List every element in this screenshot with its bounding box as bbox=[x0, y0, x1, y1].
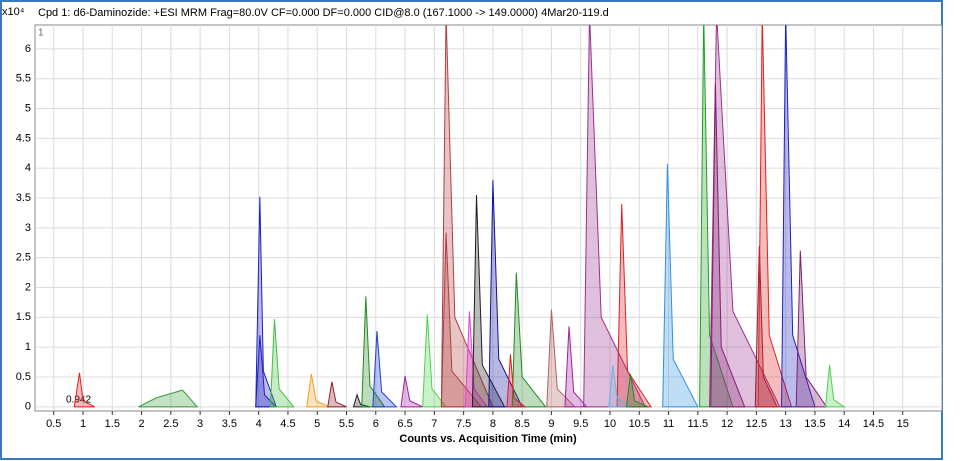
x-tick-label: 11.5 bbox=[688, 418, 709, 430]
peak bbox=[795, 250, 828, 408]
peak bbox=[422, 314, 448, 408]
x-tick-label: 7.5 bbox=[456, 418, 471, 430]
peak bbox=[662, 163, 699, 408]
x-tick-label: 14 bbox=[838, 418, 850, 430]
x-tick-label: 1.5 bbox=[105, 418, 120, 430]
y-tick-label: 4.5 bbox=[16, 132, 31, 144]
x-tick-label: 4.5 bbox=[280, 418, 295, 430]
peak bbox=[608, 365, 633, 408]
peak bbox=[400, 375, 423, 408]
trace-label: 1 bbox=[38, 28, 44, 39]
x-tick-label: 12.5 bbox=[746, 418, 767, 430]
peak bbox=[506, 354, 527, 408]
y-tick-label: 0.5 bbox=[16, 371, 31, 383]
chart-title: Cpd 1: d6-Daminozide: +ESI MRM Frag=80.0… bbox=[38, 7, 609, 19]
x-tick-label: 2.5 bbox=[163, 418, 178, 430]
x-tick-label: 13 bbox=[780, 418, 792, 430]
peak bbox=[327, 381, 347, 408]
y-tick-label: 3 bbox=[25, 222, 31, 234]
peak bbox=[372, 331, 398, 408]
y-unit-label: x10⁴ bbox=[2, 6, 25, 18]
y-tick-label: 2.5 bbox=[16, 252, 31, 264]
y-tick-label: 4 bbox=[25, 162, 31, 174]
y-tick-label: 1 bbox=[25, 341, 31, 353]
peak bbox=[757, 25, 793, 408]
x-tick-label: 14.5 bbox=[863, 418, 884, 430]
peak bbox=[73, 372, 95, 408]
x-tick-label: 0.5 bbox=[46, 418, 61, 430]
peak bbox=[564, 326, 588, 408]
y-tick-label: 6 bbox=[25, 43, 31, 55]
x-tick-label: 8 bbox=[490, 418, 496, 430]
peak bbox=[710, 83, 746, 408]
x-tick-label: 5 bbox=[314, 418, 320, 430]
x-tick-label: 4 bbox=[256, 418, 262, 430]
x-tick-label: 1 bbox=[80, 418, 86, 430]
x-tick-label: 9 bbox=[548, 418, 554, 430]
x-tick-label: 3 bbox=[197, 418, 203, 430]
peak bbox=[306, 373, 330, 408]
x-tick-label: 15 bbox=[897, 418, 909, 430]
peak bbox=[269, 319, 295, 408]
x-tick-label: 7 bbox=[431, 418, 437, 430]
x-tick-label: 3.5 bbox=[222, 418, 237, 430]
peak bbox=[255, 335, 278, 408]
x-tick-label: 5.5 bbox=[339, 418, 354, 430]
y-tick-label: 0 bbox=[25, 401, 31, 413]
x-tick-label: 13.5 bbox=[804, 418, 825, 430]
x-axis-label: Counts vs. Acquisition Time (min) bbox=[399, 433, 577, 445]
x-tick-label: 6.5 bbox=[397, 418, 412, 430]
peak bbox=[511, 272, 547, 408]
x-tick-label: 12 bbox=[721, 418, 733, 430]
y-tick-label: 5.5 bbox=[16, 73, 31, 85]
peak-annotation: 0.942 bbox=[66, 395, 91, 406]
y-tick-label: 1.5 bbox=[16, 311, 31, 323]
peak bbox=[824, 365, 846, 408]
y-tick-label: 3.5 bbox=[16, 192, 31, 204]
x-tick-label: 2 bbox=[139, 418, 145, 430]
peak bbox=[625, 373, 649, 408]
y-tick-label: 5 bbox=[25, 102, 31, 114]
x-tick-label: 10.5 bbox=[629, 418, 650, 430]
x-tick-label: 11 bbox=[663, 418, 674, 430]
y-tick-label: 2 bbox=[25, 281, 31, 293]
x-tick-label: 6 bbox=[373, 418, 379, 430]
x-tick-label: 9.5 bbox=[573, 418, 588, 430]
x-tick-label: 10 bbox=[604, 418, 616, 430]
x-tick-label: 8.5 bbox=[515, 418, 530, 430]
peak bbox=[138, 389, 199, 408]
